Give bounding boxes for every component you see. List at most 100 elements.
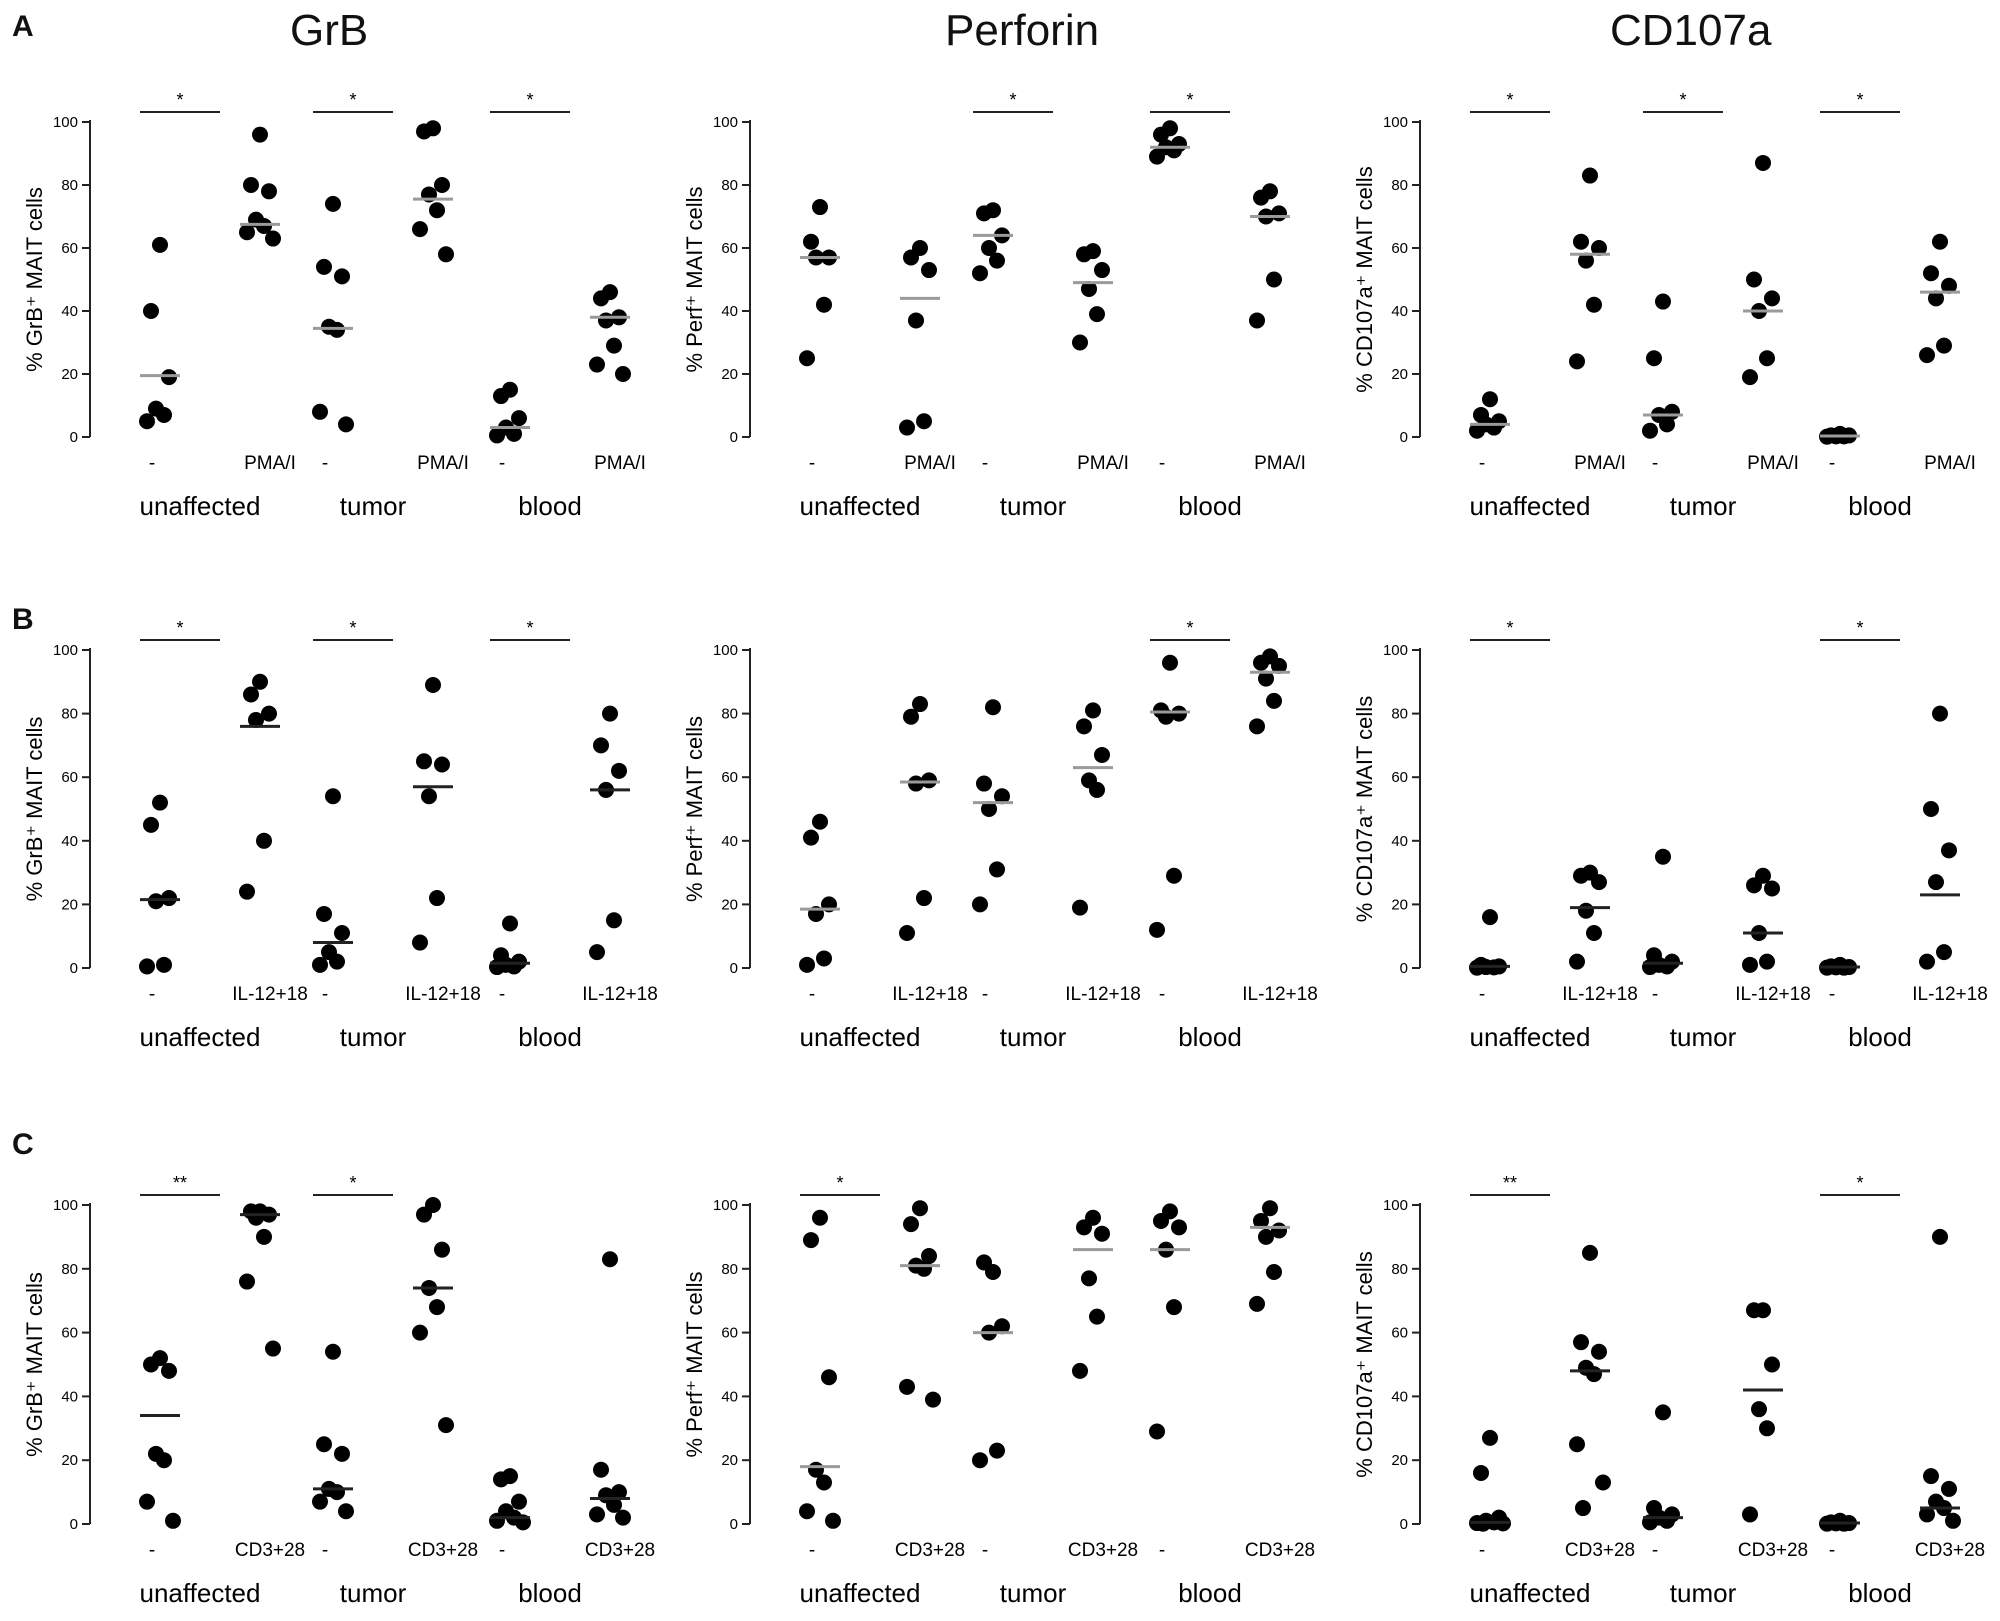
y-tick-label: 80 bbox=[721, 177, 738, 194]
significance-label: * bbox=[1186, 90, 1193, 110]
data-point bbox=[1936, 337, 1952, 354]
data-point bbox=[329, 321, 345, 338]
data-point bbox=[1742, 1506, 1758, 1523]
data-point bbox=[1171, 1219, 1187, 1236]
data-point bbox=[152, 236, 168, 253]
data-point bbox=[803, 1232, 819, 1249]
data-point bbox=[593, 290, 609, 307]
treatment-label-minus: - bbox=[1829, 984, 1835, 1005]
data-point bbox=[1919, 953, 1935, 970]
treatment-label-minus: - bbox=[149, 984, 155, 1005]
data-point bbox=[1919, 347, 1935, 364]
y-tick-label: 80 bbox=[1391, 177, 1408, 194]
significance-label: ** bbox=[1503, 1173, 1517, 1193]
data-point bbox=[329, 953, 345, 970]
treatment-label-plus: PMA/I bbox=[244, 453, 296, 474]
group-label: blood bbox=[1848, 1022, 1912, 1052]
group-label: unaffected bbox=[140, 1578, 261, 1608]
significance-label: ** bbox=[173, 1173, 187, 1193]
treatment-label-plus: CD3+28 bbox=[1915, 1540, 1985, 1561]
data-point bbox=[989, 861, 1005, 878]
chart-panel-a-2: 0 20 40 60 80 100 % CD107a⁺ MAIT cells * - PMA/I u… bbox=[1352, 90, 1976, 521]
data-point bbox=[1945, 1512, 1961, 1529]
data-point bbox=[1076, 1219, 1092, 1236]
data-point bbox=[412, 934, 428, 951]
data-point bbox=[1941, 277, 1957, 294]
y-tick-label: 20 bbox=[721, 366, 738, 383]
treatment-label-plus: PMA/I bbox=[417, 453, 469, 474]
treatment-label-plus: IL-12+18 bbox=[1562, 984, 1638, 1005]
y-tick-label: 100 bbox=[1383, 114, 1408, 131]
data-point bbox=[921, 262, 937, 279]
data-point bbox=[139, 1493, 155, 1510]
data-point bbox=[981, 801, 997, 817]
data-point bbox=[903, 249, 919, 266]
y-axis-label: % CD107a⁺ MAIT cells bbox=[1352, 166, 1377, 392]
data-point bbox=[1759, 350, 1775, 367]
y-tick-label: 20 bbox=[721, 896, 738, 913]
treatment-label-minus: - bbox=[1829, 1540, 1835, 1561]
data-point bbox=[1751, 1401, 1767, 1418]
significance-label: * bbox=[836, 1173, 843, 1193]
data-point bbox=[1573, 867, 1589, 884]
data-point bbox=[1642, 959, 1658, 976]
data-point bbox=[1573, 233, 1589, 250]
treatment-label-plus: CD3+28 bbox=[585, 1540, 655, 1561]
data-point bbox=[1746, 877, 1762, 894]
data-point bbox=[1655, 1404, 1671, 1421]
treatment-label-minus: - bbox=[982, 1540, 988, 1561]
data-point bbox=[265, 1340, 281, 1357]
data-point bbox=[243, 686, 259, 703]
group-label: blood bbox=[1848, 1578, 1912, 1608]
data-point bbox=[1591, 874, 1607, 891]
data-point bbox=[1072, 334, 1088, 351]
treatment-label-minus: - bbox=[982, 453, 988, 474]
y-tick-label: 80 bbox=[721, 1261, 738, 1278]
significance-label: * bbox=[1506, 90, 1513, 110]
data-point bbox=[1755, 154, 1771, 171]
group-label: unaffected bbox=[1470, 1022, 1591, 1052]
data-point bbox=[1586, 296, 1602, 313]
data-point bbox=[1759, 1420, 1775, 1437]
y-tick-label: 80 bbox=[1391, 1261, 1408, 1278]
data-point bbox=[1659, 958, 1675, 975]
data-point bbox=[593, 1461, 609, 1478]
data-point bbox=[985, 699, 1001, 716]
data-point bbox=[1582, 1244, 1598, 1261]
data-point bbox=[489, 1512, 505, 1529]
column-title-cd107a: CD107a bbox=[1610, 6, 1772, 55]
treatment-label-plus: PMA/I bbox=[1747, 453, 1799, 474]
y-axis-label: % GrB⁺ MAIT cells bbox=[22, 187, 47, 372]
data-point bbox=[1482, 1429, 1498, 1446]
data-point bbox=[1746, 1302, 1762, 1319]
data-point bbox=[412, 1324, 428, 1341]
y-tick-label: 20 bbox=[61, 1452, 78, 1469]
y-tick-label: 60 bbox=[1391, 240, 1408, 257]
data-point bbox=[256, 1228, 272, 1245]
data-point bbox=[1469, 422, 1485, 439]
data-point bbox=[1094, 1225, 1110, 1242]
y-tick-label: 20 bbox=[61, 896, 78, 913]
data-point bbox=[1573, 1334, 1589, 1351]
significance-label: * bbox=[1856, 90, 1863, 110]
data-point bbox=[1646, 350, 1662, 367]
data-point bbox=[1482, 909, 1498, 926]
data-point bbox=[152, 794, 168, 811]
data-point bbox=[256, 832, 272, 849]
y-tick-label: 40 bbox=[1391, 303, 1408, 320]
data-point bbox=[816, 296, 832, 313]
data-point bbox=[903, 708, 919, 725]
data-point bbox=[1578, 902, 1594, 919]
group-label: tumor bbox=[1670, 1578, 1737, 1608]
data-point bbox=[1262, 1200, 1278, 1217]
group-label: unaffected bbox=[800, 1578, 921, 1608]
y-tick-label: 60 bbox=[61, 769, 78, 786]
data-point bbox=[1153, 1212, 1169, 1229]
data-point bbox=[972, 265, 988, 282]
data-point bbox=[1249, 1295, 1265, 1312]
y-tick-label: 20 bbox=[61, 366, 78, 383]
data-point bbox=[899, 419, 915, 436]
data-point bbox=[148, 893, 164, 910]
data-point bbox=[493, 388, 509, 405]
y-tick-label: 40 bbox=[1391, 833, 1408, 850]
